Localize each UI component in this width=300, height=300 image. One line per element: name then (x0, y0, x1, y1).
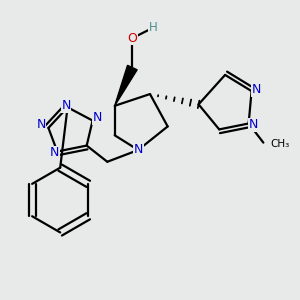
Text: N: N (50, 146, 59, 159)
Text: O: O (128, 32, 137, 45)
Text: N: N (248, 118, 258, 131)
Text: N: N (92, 111, 102, 124)
Text: N: N (134, 143, 143, 157)
Text: N: N (251, 83, 261, 96)
Text: H: H (148, 21, 157, 34)
Text: CH₃: CH₃ (271, 139, 290, 149)
Text: N: N (61, 99, 71, 112)
Polygon shape (115, 65, 137, 106)
Text: N: N (36, 118, 46, 131)
